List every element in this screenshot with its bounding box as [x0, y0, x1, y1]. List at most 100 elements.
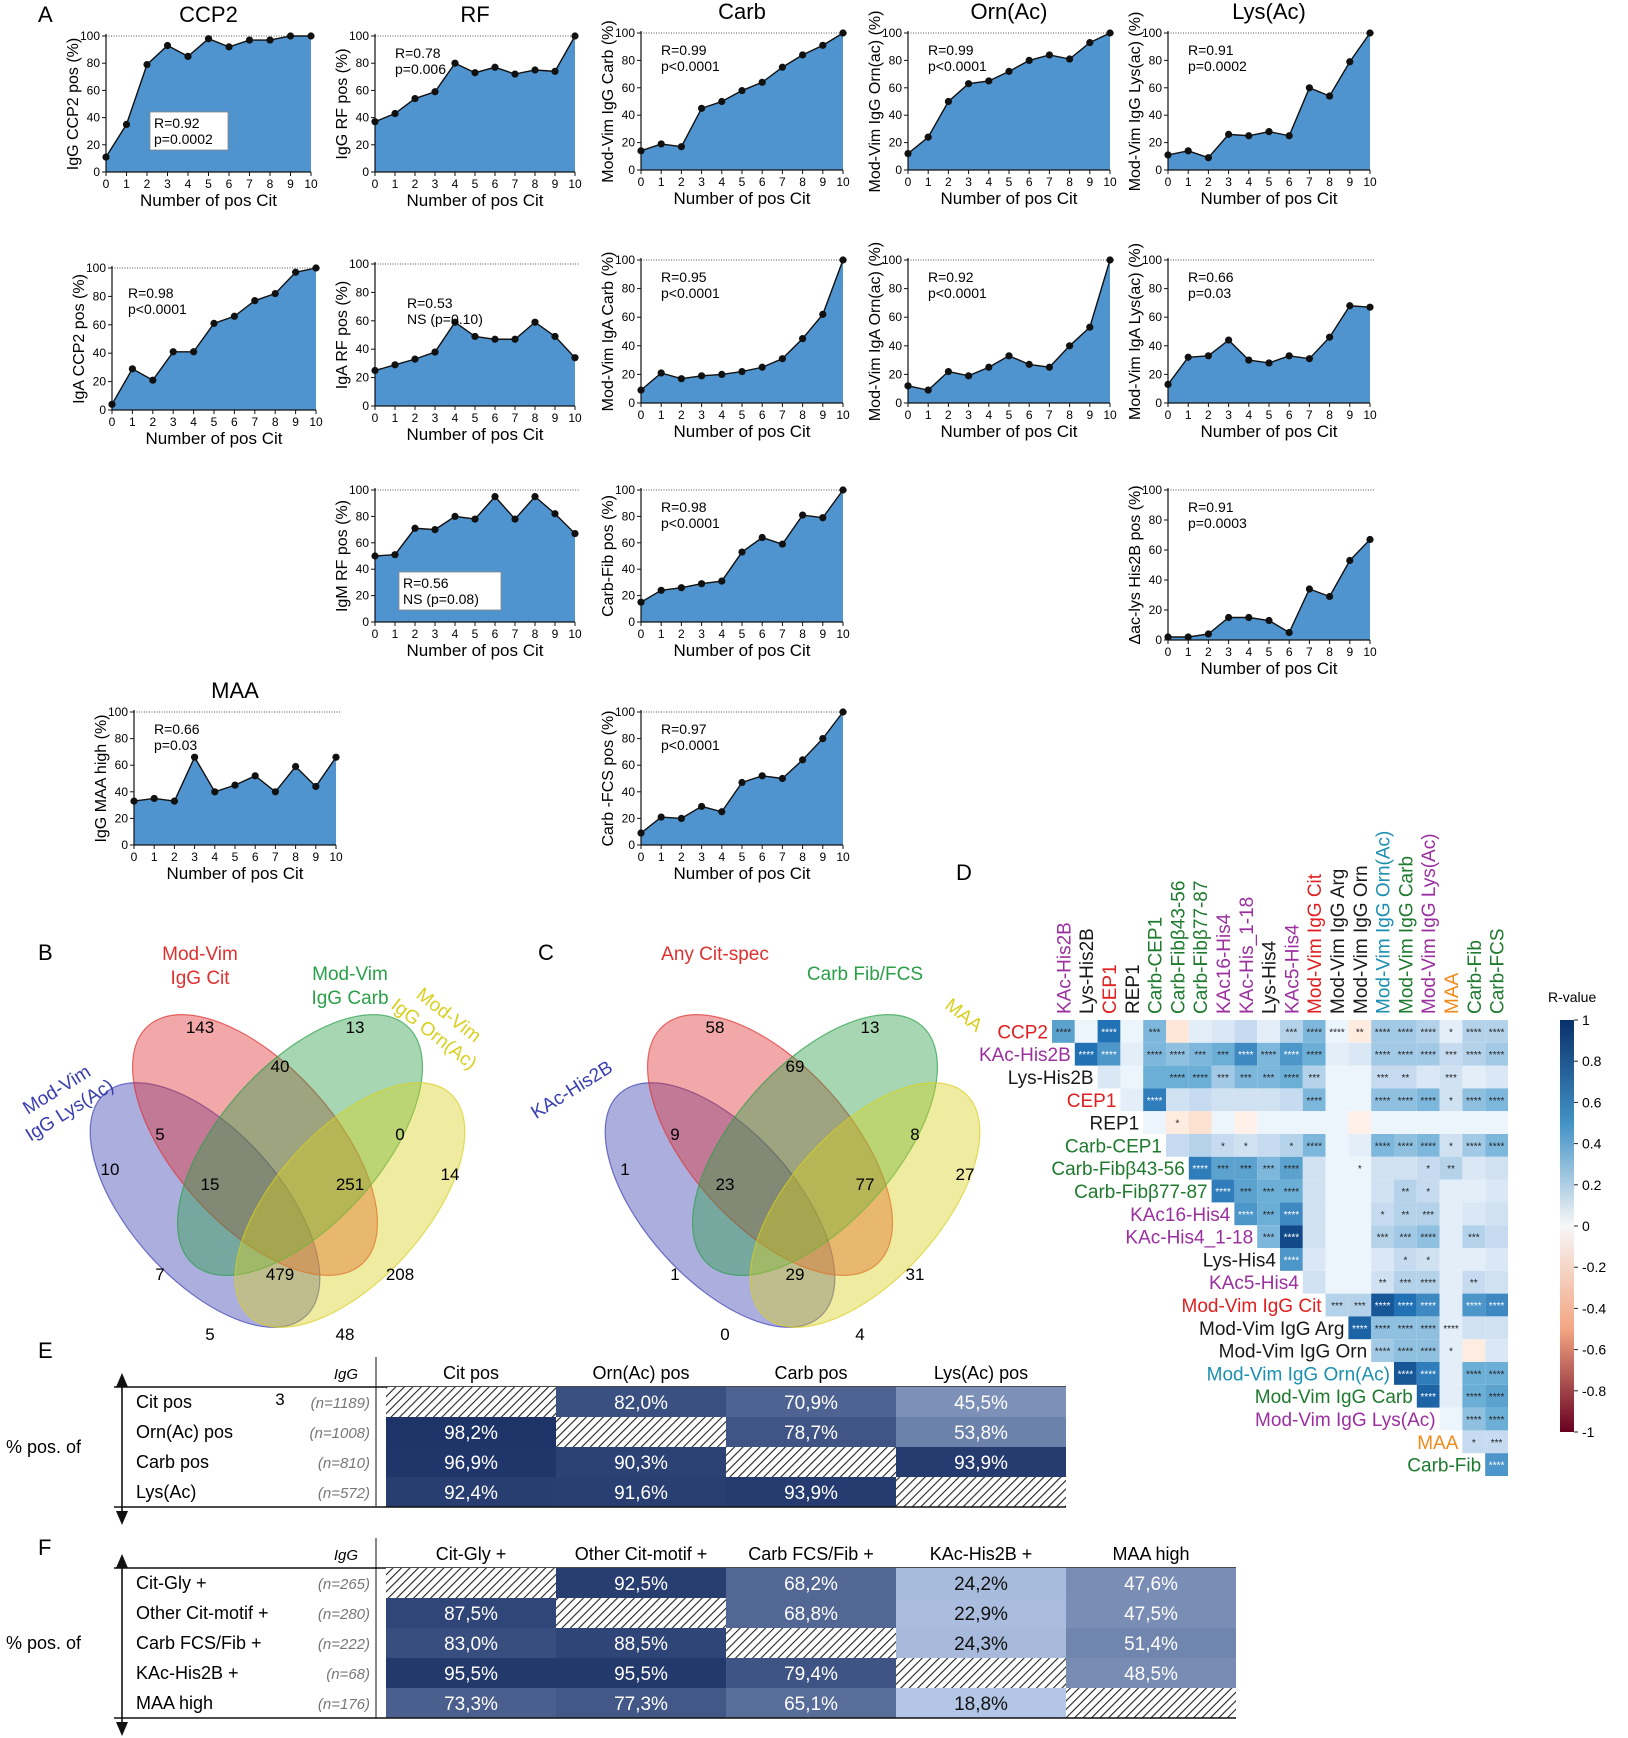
y-tick-label: 40	[356, 562, 370, 576]
heatmap-cell	[1348, 1202, 1372, 1226]
x-axis-label: Number of pos Cit	[674, 189, 811, 208]
table-cell	[1066, 1598, 1236, 1628]
table-cell	[386, 1598, 556, 1628]
table-cell	[556, 1477, 726, 1507]
heatmap-star: ****	[1170, 1050, 1186, 1061]
heatmap-cell	[1302, 1225, 1326, 1248]
y-tick-label: 60	[622, 81, 636, 95]
table-cell-hatched	[1066, 1688, 1236, 1718]
heatmap-row-label: Carb-Fibβ43-56	[1051, 1159, 1184, 1180]
heatmap-cell	[1394, 1225, 1417, 1248]
heatmap-cell	[1302, 1020, 1326, 1043]
panel-letter-d: D	[956, 860, 972, 885]
table-column-header: Cit pos	[443, 1363, 499, 1383]
heatmap-cell	[1302, 1088, 1326, 1112]
x-tick-label: 1	[129, 415, 136, 429]
heatmap-star: ****	[1284, 1073, 1300, 1084]
x-tick-label: 0	[638, 627, 645, 641]
heatmap-cell	[1394, 1065, 1417, 1089]
heatmap-star: ****	[1284, 1050, 1300, 1061]
heatmap-cell	[1485, 1430, 1508, 1454]
x-tick-label: 6	[759, 627, 766, 641]
heatmap-cell	[1302, 1179, 1326, 1203]
area-fill	[1168, 305, 1370, 403]
y-tick-label: 20	[115, 811, 129, 825]
heatmap-cell	[1394, 1248, 1417, 1271]
data-point	[307, 32, 315, 40]
heatmap-cell	[1371, 1248, 1394, 1271]
x-tick-label: 9	[819, 850, 826, 864]
x-tick-label: 5	[472, 411, 479, 425]
heatmap-star: ***	[1400, 1278, 1412, 1289]
data-point	[758, 533, 766, 542]
heatmap-star: ****	[1489, 1415, 1505, 1426]
data-point	[698, 580, 706, 588]
venn-region-D: 27	[956, 1165, 975, 1184]
heatmap-cell	[1325, 1134, 1349, 1157]
y-tick-label: 100	[349, 257, 369, 271]
heatmap-cell	[1485, 1339, 1508, 1362]
data-point	[1204, 630, 1212, 638]
x-tick-label: 9	[287, 177, 294, 191]
data-point	[1245, 356, 1253, 364]
table-cell-value: 83,0%	[444, 1634, 498, 1655]
y-tick-label: 40	[1149, 108, 1163, 122]
y-axis-label: Carb -FCS pos (%)	[600, 710, 617, 846]
x-tick-label: 6	[492, 177, 499, 191]
y-axis-label: Mod-Vim IgG Orn(ac) (%)	[867, 11, 884, 193]
heatmap-star: ****	[1215, 1187, 1231, 1198]
venn-region-BC: 69	[786, 1057, 805, 1076]
table-cell-value: 68,2%	[784, 1574, 838, 1595]
table-cell-value: 24,3%	[954, 1634, 1008, 1655]
heatmap-cell	[1485, 1453, 1508, 1476]
data-point	[657, 369, 665, 377]
heatmap-col-label: Mod-Vim IgG Cit	[1305, 873, 1326, 1014]
colorbar-tick-label: -0.6	[1582, 1342, 1606, 1358]
data-point	[657, 586, 665, 594]
x-tick-label: 9	[552, 411, 559, 425]
heatmap-cell	[1280, 1179, 1303, 1203]
x-tick-label: 9	[819, 175, 826, 189]
heatmap-cell	[1280, 1111, 1303, 1134]
x-tick-label: 10	[304, 177, 318, 191]
heatmap-cell	[1462, 1088, 1486, 1112]
x-tick-label: 0	[1165, 645, 1172, 659]
heatmap-cell	[1280, 1042, 1303, 1066]
data-point	[1326, 592, 1334, 601]
heatmap-cell	[1302, 1111, 1326, 1134]
data-point	[819, 41, 827, 49]
heatmap-cell	[1439, 1202, 1463, 1226]
x-axis-label: Number of pos Cit	[1201, 189, 1338, 208]
colorbar-tick-label: -0.4	[1582, 1300, 1606, 1316]
venn-set-label: Mod-Vim	[312, 964, 388, 985]
heatmap-cell	[1097, 1020, 1121, 1043]
data-point	[698, 802, 706, 811]
data-point	[511, 70, 519, 78]
data-point	[1366, 29, 1374, 37]
x-tick-label: 4	[718, 627, 725, 641]
heatmap-row-label: Carb-Fib	[1407, 1456, 1481, 1477]
heatmap-cell	[1211, 1042, 1235, 1066]
heatmap-cell	[1325, 1248, 1349, 1271]
data-point	[271, 289, 279, 298]
data-point	[718, 808, 726, 816]
x-tick-label: 10	[309, 415, 323, 429]
data-point	[1265, 359, 1273, 367]
stats-text: R=0.56	[403, 575, 449, 591]
data-point	[657, 813, 665, 821]
heatmap-cell	[1188, 1134, 1212, 1157]
heatmap-star: ****	[1284, 1255, 1300, 1266]
heatmap-star: ****	[1375, 1324, 1391, 1335]
heatmap-cell	[1371, 1270, 1394, 1294]
heatmap-star: ****	[1375, 1301, 1391, 1312]
heatmap-cell	[1234, 1065, 1258, 1089]
data-point	[1086, 323, 1094, 331]
x-tick-label: 3	[432, 627, 439, 641]
heatmap-cell	[1485, 1179, 1508, 1203]
heatmap-cell	[1257, 1065, 1280, 1089]
y-tick-label: 60	[356, 83, 370, 97]
y-tick-label: 40	[356, 342, 370, 356]
x-tick-label: 4	[185, 177, 192, 191]
table-cell-value: 91,6%	[614, 1483, 668, 1504]
